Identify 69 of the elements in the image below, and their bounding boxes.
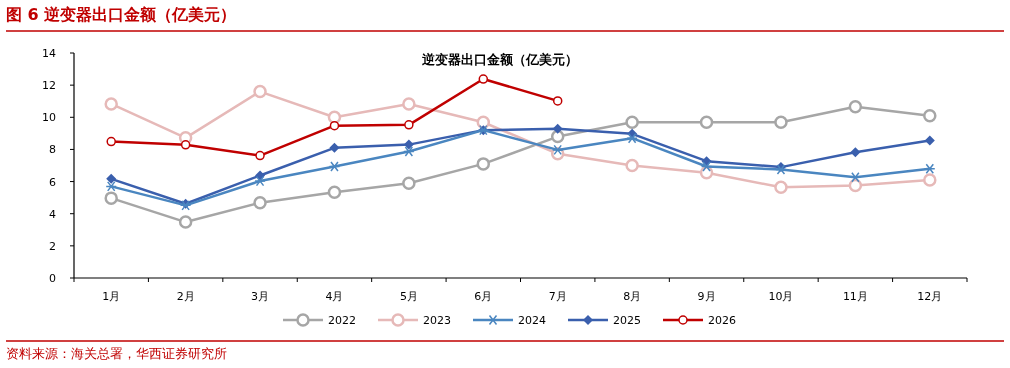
point [923,173,937,187]
point [178,215,193,229]
legend-label: 2022 [328,314,356,327]
y-tick-label: 12 [42,79,56,93]
point [478,74,489,84]
legend-label: 2023 [423,314,451,327]
point [255,150,265,161]
x-tick-label: 1月 [102,290,121,303]
point [328,161,341,172]
x-tick-label: 7月 [548,290,567,303]
y-tick-label: 8 [49,143,56,157]
point [850,147,861,158]
x-tick-label: 9月 [697,290,716,303]
legend-label: 2025 [613,314,641,327]
point [327,185,342,199]
point [403,146,415,157]
point [329,142,340,153]
point [550,129,565,144]
point [625,158,639,173]
point [924,163,936,174]
point [552,96,563,106]
x-tick-label: 3月 [251,290,270,303]
chart-title: 图 6 逆变器出口金额（亿美元） [6,5,237,24]
legend-label: 2026 [708,314,736,327]
point [327,110,342,125]
point [403,139,414,150]
y-tick-label: 14 [42,47,56,60]
x-tick-label: 10月 [768,290,794,303]
x-tick-label: 12月 [917,290,943,303]
point [402,97,416,111]
point [404,120,414,130]
point [104,97,118,111]
point [625,115,639,130]
legend-label: 2024 [518,314,546,327]
x-tick-label: 8月 [623,290,642,303]
chart-subtitle: 逆变器出口金额（亿美元） [421,52,578,67]
point [848,178,863,193]
point [106,173,117,184]
point [329,120,340,131]
text: 资料来源：海关总署，华西证券研究所 [6,346,227,361]
point [551,144,564,156]
point [106,136,116,147]
point [699,115,714,130]
y-tick-label: 2 [49,239,56,253]
point [626,132,638,144]
point [476,157,491,171]
y-tick-label: 10 [42,111,56,125]
point [253,196,267,210]
point [924,135,935,146]
point [774,115,788,130]
point [848,100,863,114]
point [774,180,788,194]
point [180,140,191,150]
x-tick-label: 5月 [399,290,418,303]
point [254,175,266,187]
x-tick-label: 2月 [176,290,195,303]
x-tick-label: 6月 [474,290,493,303]
x-tick-label: 4月 [325,290,344,303]
y-tick-label: 6 [49,175,56,189]
point [923,108,937,123]
y-tick-label: 0 [49,272,56,285]
point [700,161,713,172]
point [105,181,117,192]
point [402,176,416,190]
point [253,84,267,99]
point [552,123,563,134]
x-tick-label: 11月 [842,290,868,303]
point [104,191,118,205]
y-tick-label: 4 [49,207,56,221]
